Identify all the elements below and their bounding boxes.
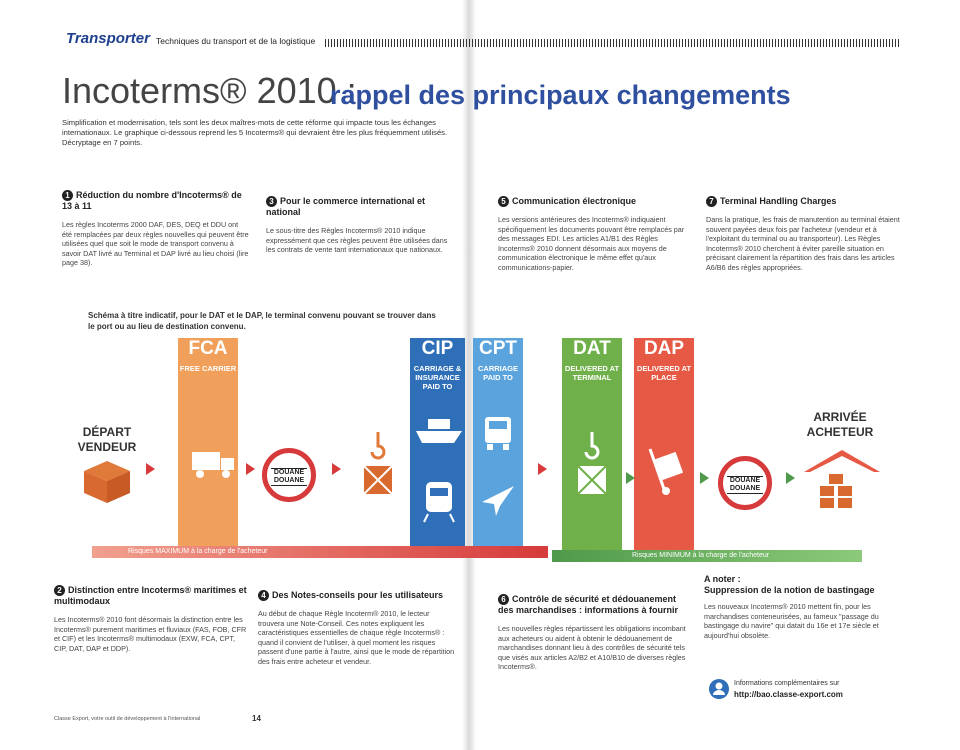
douane-seal-icon: DOUANE DOUANE xyxy=(718,456,772,510)
section-number: 4 xyxy=(258,590,269,601)
depart-label: DÉPART VENDEUR xyxy=(77,425,137,454)
header-rule xyxy=(325,39,900,47)
section-body: Les Incoterms® 2010 font désormais la di… xyxy=(54,615,247,653)
section-number: 2 xyxy=(54,585,65,596)
arrow-icon xyxy=(332,463,341,475)
note-block: A noter : Suppression de la notion de ba… xyxy=(704,574,900,640)
arrow-icon xyxy=(246,463,255,475)
section-body: Le sous-titre des Règles Incoterms® 2010… xyxy=(266,226,448,255)
section-number: 3 xyxy=(266,196,277,207)
column-sub: FREE CARRIER xyxy=(179,364,237,373)
header-subtitle: Techniques du transport et de la logisti… xyxy=(156,36,316,46)
note-label: A noter : xyxy=(704,574,741,584)
column-dat: DAT DELIVERED AT TERMINAL xyxy=(562,338,622,550)
warehouse-icon xyxy=(804,450,880,508)
section-6: 6 Contrôle de sécurité et dédouanement de… xyxy=(498,594,694,672)
section-title: Réduction du nombre d'Incoterms® de 13 à… xyxy=(62,190,242,211)
box-icon xyxy=(84,461,130,503)
brand-logo: Transporter xyxy=(66,30,150,47)
arrow-icon xyxy=(538,463,547,475)
crane-box-icon xyxy=(363,432,393,495)
section-title: Pour le commerce international et nation… xyxy=(266,196,426,217)
section-number: 6 xyxy=(498,594,509,605)
section-number: 7 xyxy=(706,196,717,207)
arrow-icon xyxy=(146,463,155,475)
section-title: Communication électronique xyxy=(512,196,637,206)
column-dap: DAP DELIVERED AT PLACE xyxy=(634,338,694,550)
section-title: Terminal Handling Charges xyxy=(720,196,837,206)
column-code: FCA xyxy=(188,338,228,359)
section-title: Des Notes-conseils pour les utilisateurs xyxy=(272,590,444,600)
risk-min-bar: Risques MINIMUM à la charge de l'acheteu… xyxy=(552,550,862,562)
truck-icon xyxy=(192,452,234,478)
section-4: 4 Des Notes-conseils pour les utilisateur… xyxy=(258,590,456,667)
section-7: 7 Terminal Handling Charges Dans la prati… xyxy=(706,196,902,273)
truck-front-icon xyxy=(485,417,511,450)
section-body: Les versions antérieures des Incoterms® … xyxy=(498,215,685,272)
section-3: 3 Pour le commerce international et natio… xyxy=(266,196,458,255)
section-body: Au début de chaque Règle Incoterm® 2010,… xyxy=(258,609,455,666)
risk-max-bar: Risques MAXIMUM à la charge de l'acheteu… xyxy=(92,546,548,558)
douane-label: DOUANE DOUANE xyxy=(271,468,307,486)
section-number: 1 xyxy=(62,190,73,201)
column-sub: DELIVERED AT TERMINAL xyxy=(564,364,620,382)
section-body: Dans la pratique, les frais de manutenti… xyxy=(706,215,900,272)
column-fca: FCA FREE CARRIER xyxy=(178,338,238,550)
footer-text: Classe Export, votre outil de développem… xyxy=(54,716,201,722)
page-number: 14 xyxy=(252,714,261,723)
column-cip: CIP CARRIAGE & INSURANCE PAID TO xyxy=(410,338,465,550)
douane-seal-icon: DOUANE DOUANE xyxy=(262,448,316,502)
section-5: 5 Communication électronique Les versions… xyxy=(498,196,690,273)
arrivee-label: ARRIVÉE ACHETEUR xyxy=(806,410,874,439)
column-code: CIP xyxy=(421,338,454,359)
section-body: Les nouvelles règles répartissent les ob… xyxy=(498,624,686,672)
arrow-icon xyxy=(626,472,635,484)
info-label: Informations complémentaires sur xyxy=(734,680,840,687)
arrow-icon xyxy=(786,472,795,484)
column-sub: CARRIAGE PAID TO xyxy=(477,364,518,382)
arrow-icon xyxy=(700,472,709,484)
column-sub: CARRIAGE & INSURANCE PAID TO xyxy=(413,364,462,391)
page-title-accent: rappel des principaux changements xyxy=(330,80,791,110)
section-number: 5 xyxy=(498,196,509,207)
column-code: DAP xyxy=(643,338,685,359)
plane-icon xyxy=(482,486,514,516)
schema-caption: Schéma à titre indicatif, pour le DAT et… xyxy=(88,311,436,331)
section-title: Contrôle de sécurité et dédouanement des… xyxy=(498,594,679,615)
note-title: Suppression de la notion de bastingage xyxy=(704,585,875,595)
page-title: Incoterms® 2010 : xyxy=(62,70,357,111)
note-body: Les nouveaux Incoterms® 2010 mettent fin… xyxy=(704,602,879,640)
column-cpt: CPT CARRIAGE PAID TO xyxy=(473,338,523,550)
column-code: DAT xyxy=(573,338,611,359)
intro-text: Simplification et modernisation, tels so… xyxy=(62,118,448,147)
crane-box-icon xyxy=(577,432,607,495)
info-person-icon xyxy=(709,679,729,699)
section-1: 1 Réduction du nombre d'Incoterms® de 13 … xyxy=(62,190,250,268)
section-body: Les règles Incoterms 2000 DAF, DES, DEQ … xyxy=(62,220,249,268)
train-icon xyxy=(423,482,455,523)
column-code: CPT xyxy=(479,338,517,359)
douane-label: DOUANE DOUANE xyxy=(727,476,763,494)
page-gutter xyxy=(462,0,476,750)
hand-truck-icon xyxy=(648,448,684,495)
section-2: 2 Distinction entre Incoterms® maritimes … xyxy=(54,585,250,653)
section-title: Distinction entre Incoterms® maritimes e… xyxy=(54,585,247,606)
info-link[interactable]: http://bao.classe-export.com xyxy=(734,690,843,699)
ship-icon xyxy=(416,419,462,443)
column-sub: DELIVERED AT PLACE xyxy=(636,364,692,382)
